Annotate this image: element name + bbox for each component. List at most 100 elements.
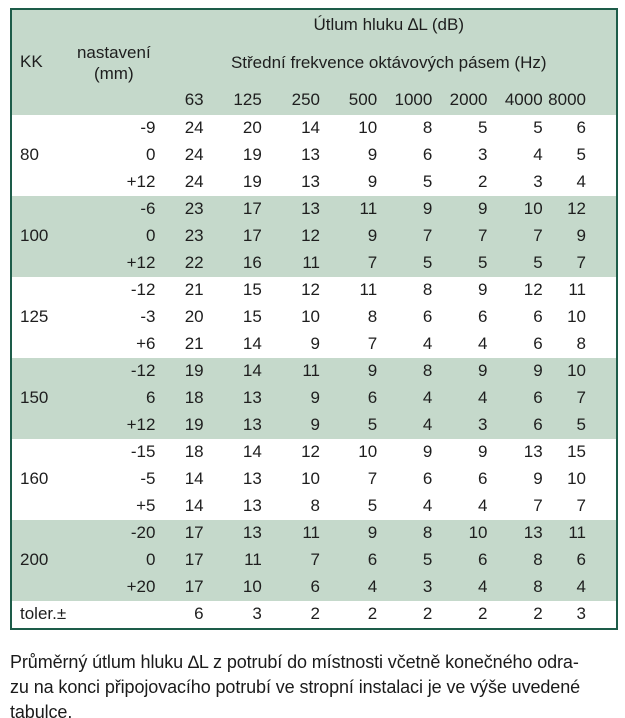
kk-cell: 100 bbox=[20, 226, 49, 246]
table-row: 0 17 11 7 6 5 6 8 6 bbox=[11, 547, 617, 574]
table-row: 80 -9 24 20 14 10 8 5 5 6 bbox=[11, 115, 617, 164]
value-cell: 11 bbox=[302, 523, 320, 543]
value-cell: 12 bbox=[301, 442, 320, 462]
value-cell: 8 bbox=[422, 118, 433, 138]
setting-cell: 6 bbox=[146, 388, 156, 408]
value-cell: 10 bbox=[358, 118, 378, 138]
value-cell: 8 bbox=[576, 334, 586, 354]
value-cell: 10 bbox=[468, 523, 488, 543]
frequency-col-header: 2000 bbox=[449, 89, 488, 109]
setting-header-line2: (mm) bbox=[93, 63, 134, 83]
value-cell: 10 bbox=[523, 199, 543, 219]
frequency-col-header: 250 bbox=[291, 89, 320, 109]
value-cell: 10 bbox=[567, 307, 586, 327]
value-cell: 9 bbox=[478, 199, 488, 219]
setting-cell: +6 bbox=[136, 334, 156, 354]
value-cell: 23 bbox=[184, 226, 204, 246]
setting-cell: 0 bbox=[146, 226, 156, 246]
value-cell: 17 bbox=[184, 550, 204, 570]
table-row: 100 -6 23 17 13 11 9 9 10 12 bbox=[11, 196, 617, 245]
value-cell: 9 bbox=[422, 199, 433, 219]
table-row: +5 14 13 8 5 4 4 7 7 bbox=[11, 493, 617, 520]
value-cell: 3 bbox=[478, 415, 488, 435]
table-row: 0 23 17 12 9 7 7 7 9 bbox=[11, 223, 617, 250]
value-cell: 8 bbox=[533, 550, 543, 570]
value-cell: 9 bbox=[310, 415, 320, 435]
value-cell: 11 bbox=[244, 550, 262, 570]
table-row: +12 24 19 13 9 5 2 3 4 bbox=[11, 169, 617, 196]
value-cell: 13 bbox=[242, 496, 262, 516]
tolerance-label: toler.± bbox=[20, 604, 67, 624]
value-cell: 5 bbox=[533, 118, 543, 138]
value-cell: 9 bbox=[422, 442, 433, 462]
value-cell: 14 bbox=[184, 469, 204, 489]
value-cell: 10 bbox=[242, 577, 262, 597]
setting-cell: +12 bbox=[126, 172, 156, 192]
kk-cell: 80 bbox=[20, 145, 39, 165]
setting-cell: +20 bbox=[126, 577, 156, 597]
value-cell: 19 bbox=[242, 145, 262, 165]
value-cell: 23 bbox=[184, 199, 204, 219]
value-cell: 8 bbox=[422, 361, 433, 381]
value-cell: 6 bbox=[576, 550, 586, 570]
value-cell: 13 bbox=[242, 469, 262, 489]
tolerance-value-cell: 3 bbox=[252, 604, 262, 624]
value-cell: 6 bbox=[478, 307, 488, 327]
value-cell: 10 bbox=[358, 442, 378, 462]
value-cell: 4 bbox=[367, 577, 378, 597]
value-cell: 17 bbox=[242, 199, 262, 219]
value-cell: 4 bbox=[422, 334, 433, 354]
value-cell: 5 bbox=[478, 118, 488, 138]
value-cell: 6 bbox=[533, 388, 543, 408]
value-cell: 12 bbox=[523, 280, 543, 300]
value-cell: 12 bbox=[301, 226, 320, 246]
value-cell: 10 bbox=[301, 469, 320, 489]
value-cell: 20 bbox=[184, 307, 204, 327]
value-cell: 6 bbox=[533, 415, 543, 435]
value-cell: 14 bbox=[301, 118, 320, 138]
table-header: KK nastavení (mm) Útlum hluku ∆L (dB) St… bbox=[11, 9, 617, 115]
setting-cell: +5 bbox=[136, 496, 156, 516]
value-cell: 5 bbox=[576, 415, 586, 435]
frequency-header-row: 63 125 250 500 1000 2000 4000 8000 bbox=[11, 85, 617, 115]
value-cell: 6 bbox=[422, 307, 433, 327]
value-cell: 6 bbox=[478, 550, 488, 570]
value-cell: 7 bbox=[367, 334, 378, 354]
table-row: +12 22 16 11 7 5 5 5 7 bbox=[11, 250, 617, 277]
value-cell: 12 bbox=[567, 199, 586, 219]
value-cell: 9 bbox=[310, 388, 320, 408]
table-title: Útlum hluku ∆L (dB) bbox=[313, 15, 464, 35]
value-cell: 8 bbox=[422, 523, 433, 543]
value-cell: 7 bbox=[422, 226, 433, 246]
tolerance-value-cell: 6 bbox=[194, 604, 204, 624]
value-cell: 6 bbox=[367, 388, 378, 408]
value-cell: 9 bbox=[367, 523, 378, 543]
value-cell: 11 bbox=[568, 280, 586, 300]
value-cell: 18 bbox=[184, 388, 204, 408]
value-cell: 6 bbox=[533, 307, 543, 327]
value-cell: 7 bbox=[576, 496, 586, 516]
frequency-col-header: 8000 bbox=[548, 89, 586, 109]
table-row: 125 -12 21 15 12 11 8 9 12 11 bbox=[11, 277, 617, 326]
value-cell: 10 bbox=[301, 307, 320, 327]
value-cell: 4 bbox=[478, 496, 488, 516]
value-cell: 4 bbox=[422, 388, 433, 408]
setting-cell: -9 bbox=[140, 118, 156, 138]
value-cell: 6 bbox=[533, 334, 543, 354]
value-cell: 8 bbox=[533, 577, 543, 597]
tolerance-value-cell: 2 bbox=[310, 604, 320, 624]
value-cell: 20 bbox=[242, 118, 262, 138]
value-cell: 3 bbox=[478, 145, 488, 165]
value-cell: 11 bbox=[568, 523, 586, 543]
value-cell: 13 bbox=[523, 523, 543, 543]
value-cell: 14 bbox=[242, 442, 262, 462]
value-cell: 4 bbox=[576, 577, 586, 597]
value-cell: 11 bbox=[302, 361, 320, 381]
value-cell: 17 bbox=[242, 226, 262, 246]
attenuation-table: KK nastavení (mm) Útlum hluku ∆L (dB) St… bbox=[10, 8, 618, 630]
value-cell: 7 bbox=[367, 253, 378, 273]
setting-cell: -5 bbox=[140, 469, 156, 489]
value-cell: 5 bbox=[422, 550, 433, 570]
tolerance-value-cell: 2 bbox=[478, 604, 488, 624]
